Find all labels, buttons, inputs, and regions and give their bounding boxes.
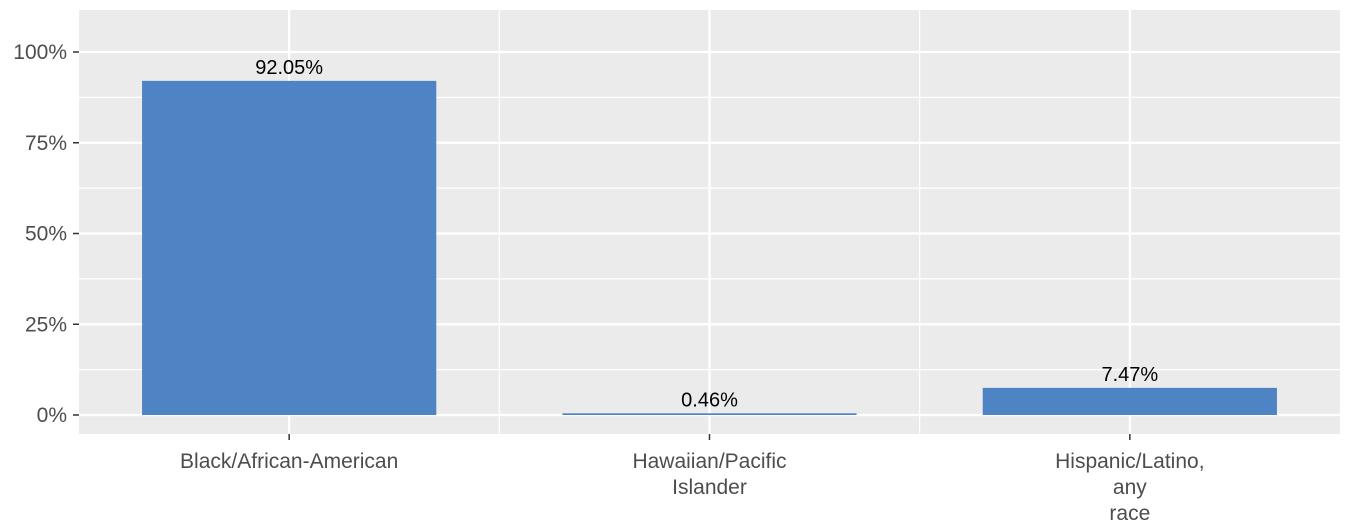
data-label: 7.47%: [1101, 364, 1158, 386]
data-label: 0.46%: [681, 389, 738, 411]
y-tick-label: 100%: [13, 41, 67, 64]
x-tick-label-line: Hawaiian/Pacific: [632, 450, 786, 473]
x-tick-label-line: Islander: [672, 476, 747, 499]
x-tick-label-line: Black/African-American: [180, 450, 398, 473]
x-tick-label: Black/African-American: [180, 450, 398, 473]
y-tick-label: 25%: [25, 313, 67, 336]
bars: [142, 80, 1277, 416]
x-tick-label-line: race: [1109, 502, 1150, 525]
y-tick-label: 75%: [25, 132, 67, 155]
x-tick-label-line: any: [1113, 476, 1147, 499]
y-tick-label: 0%: [37, 404, 67, 427]
bar: [142, 80, 437, 416]
data-labels: 92.05% 0.46% 7.47%: [255, 57, 1158, 411]
y-tick-label: 50%: [25, 223, 67, 246]
bar: [562, 413, 857, 415]
x-tick-label: Hispanic/Latino, any race: [1055, 450, 1204, 525]
x-tick-label-line: Hispanic/Latino,: [1055, 450, 1204, 473]
y-axis: 0% 25% 50% 75% 100%: [13, 41, 79, 427]
data-label: 92.05%: [255, 57, 323, 79]
x-axis: Black/African-American Hawaiian/Pacific Is…: [180, 434, 1205, 525]
bar: [982, 387, 1277, 415]
x-tick-label: Hawaiian/Pacific Islander: [632, 450, 786, 499]
